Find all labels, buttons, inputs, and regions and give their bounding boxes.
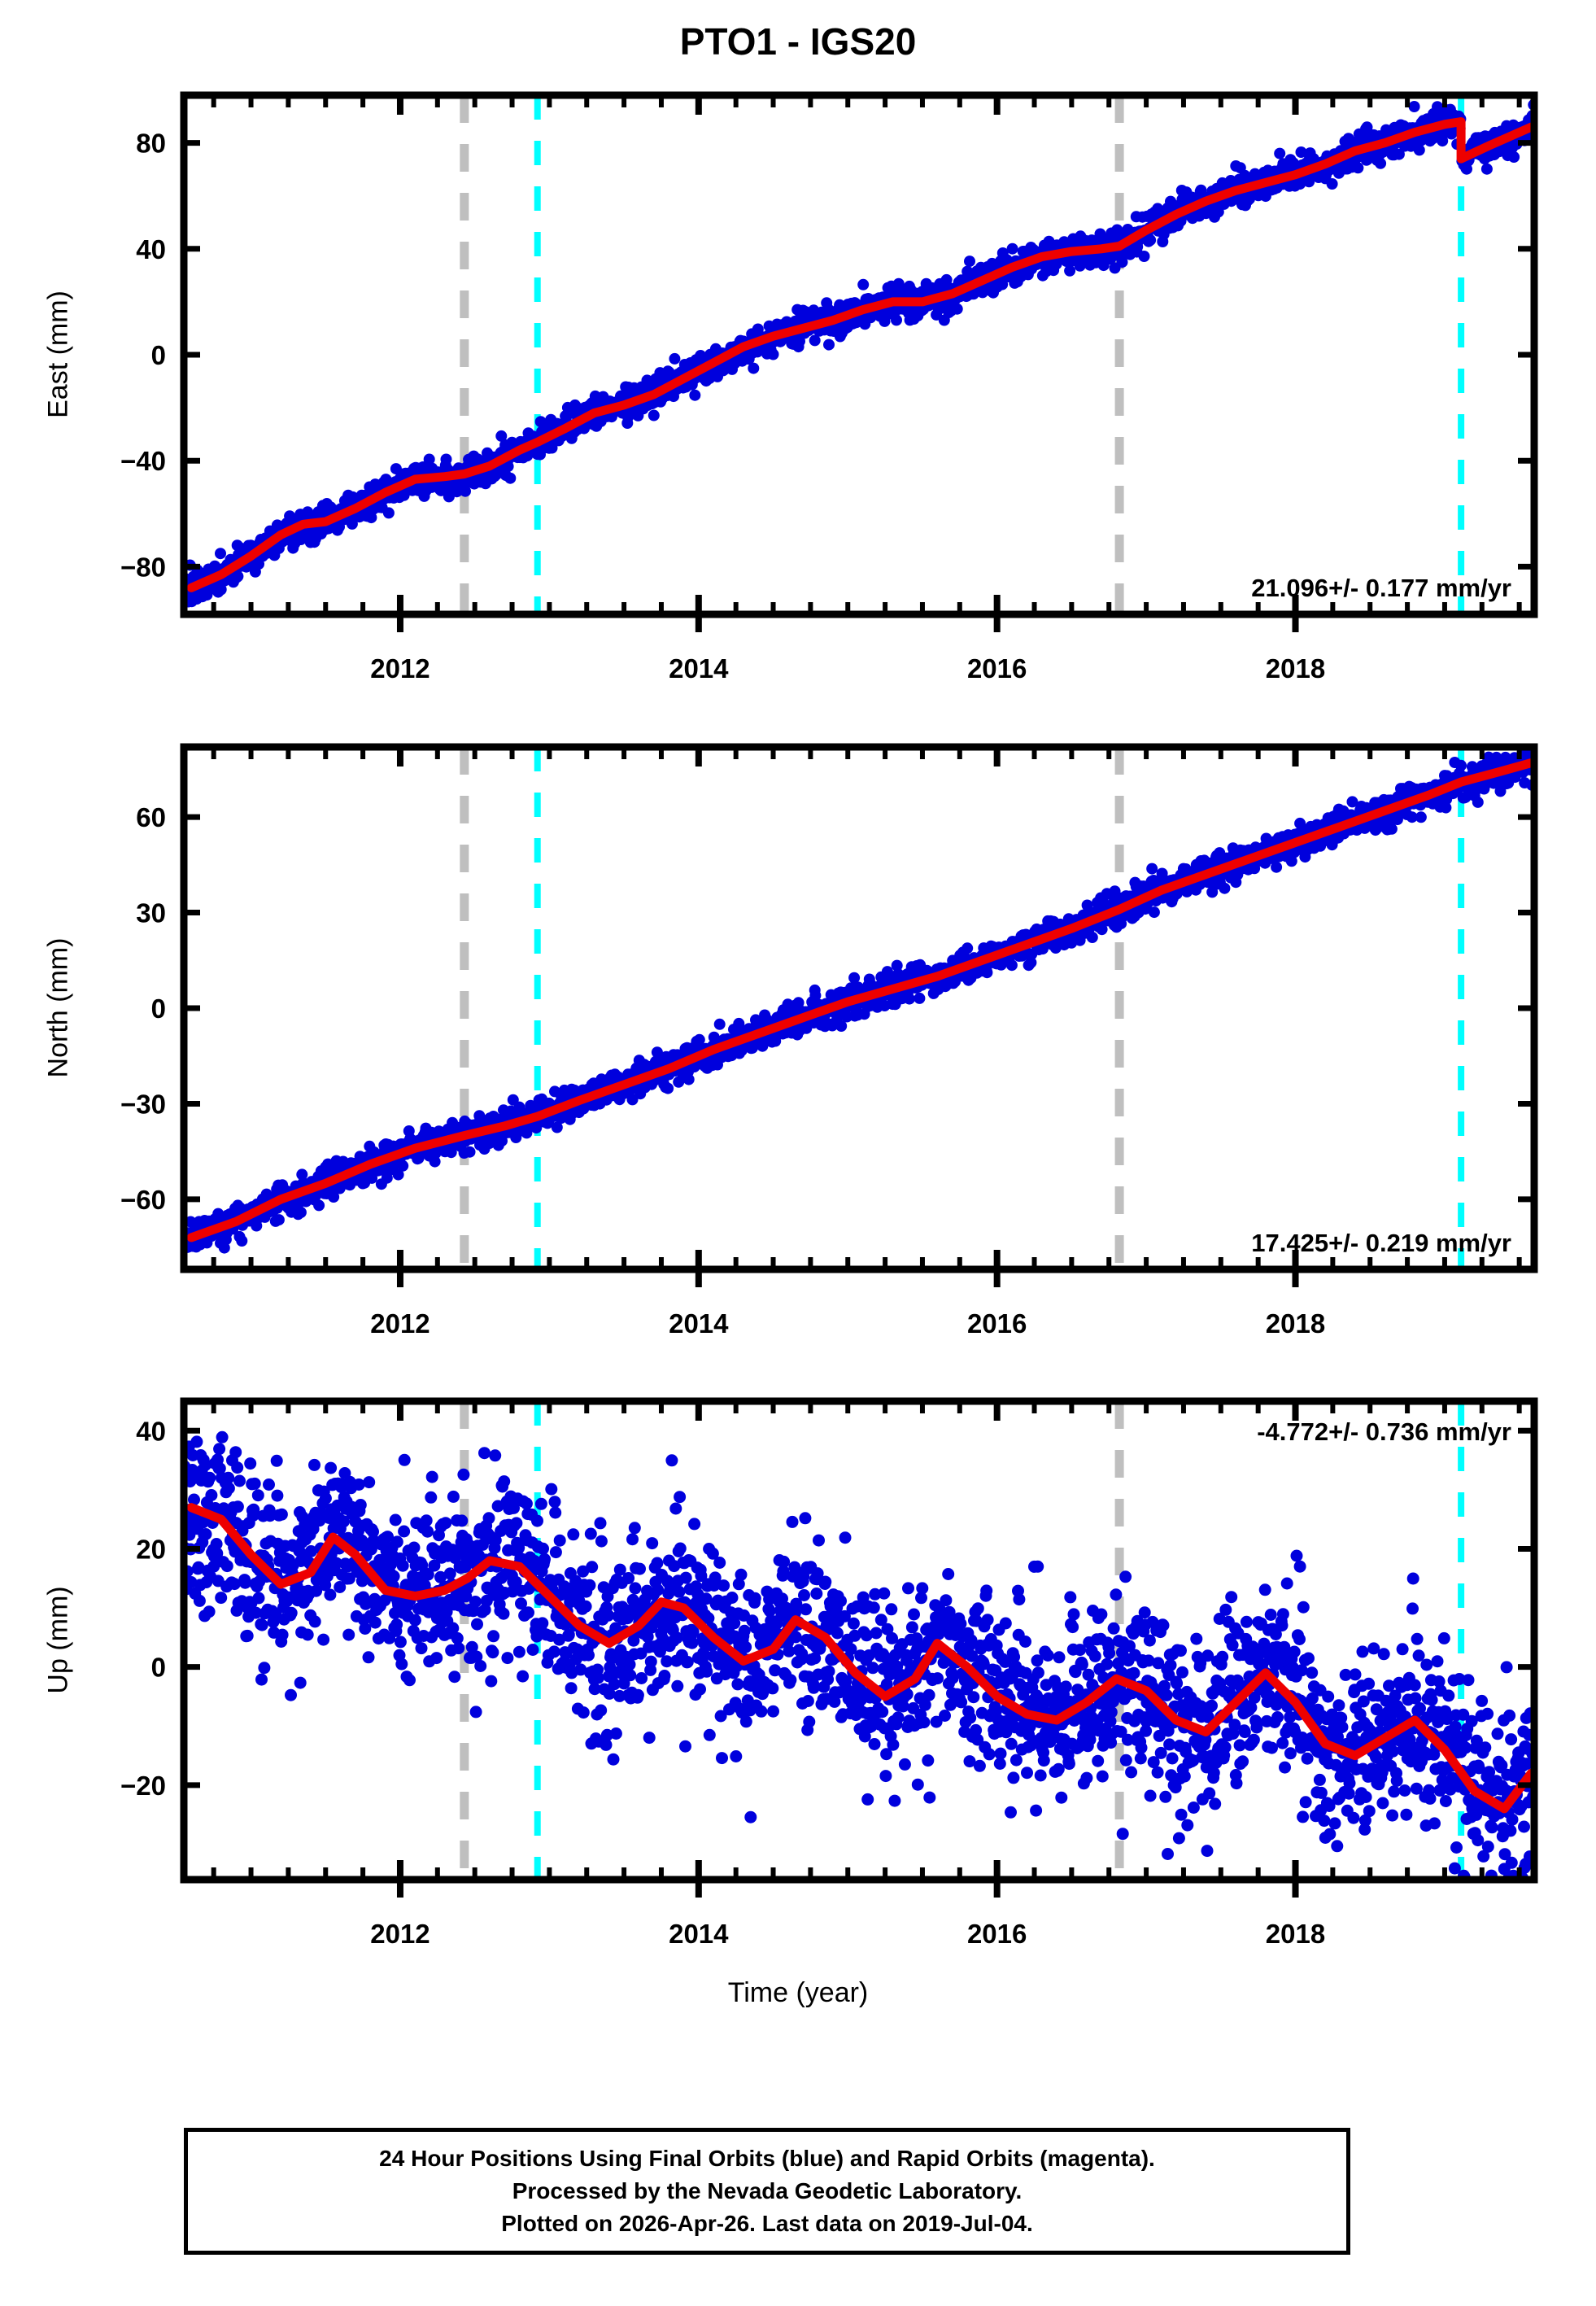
trend-line-north: [186, 758, 1534, 1243]
caption-line-1: 24 Hour Positions Using Final Orbits (bl…: [379, 2146, 1155, 2172]
page-title: PTO1 - IGS20: [679, 20, 917, 63]
trend-line-up: [186, 1503, 1534, 1814]
x-tick-label-north-1: 2014: [669, 1308, 729, 1339]
panel-up: 40 20 0 −20 2012 2014 2016 2018 -4.772+/- 0.736 …: [0, 1383, 1596, 1977]
x-tick-label-up-2: 2016: [967, 1919, 1027, 1949]
y-tick-label-up-3: −20: [120, 1771, 166, 1801]
caption-line-2: Processed by the Nevada Geodetic Laborat…: [512, 2178, 1023, 2204]
y-tick-label-up-0: 40: [136, 1416, 166, 1446]
y-tick-label-north-0: 60: [136, 802, 166, 832]
y-tick-label-east-0: 80: [136, 129, 166, 159]
y-tick-label-north-1: 30: [136, 898, 166, 928]
y-axis-label-east: East (mm): [42, 290, 74, 418]
x-tick-label-east-3: 2018: [1266, 653, 1325, 684]
plot-area-north: 60 30 0 −30 −60 2012 2014 2016 2018 17.425+/- 0.2…: [120, 743, 1538, 1339]
y-axis-label-north: North (mm): [42, 937, 74, 1078]
x-tick-label-east-1: 2014: [669, 653, 729, 684]
y-axis-label-up: Up (mm): [42, 1586, 74, 1694]
y-tick-label-up-2: 0: [151, 1653, 166, 1683]
y-tick-label-up-1: 20: [136, 1534, 166, 1564]
caption-line-3: Plotted on 2026-Apr-26. Last data on 201…: [501, 2210, 1033, 2236]
x-tick-label-north-2: 2016: [967, 1308, 1027, 1339]
x-tick-label-north-3: 2018: [1266, 1308, 1325, 1339]
plot-area-up: 40 20 0 −20 2012 2014 2016 2018 -4.772+/- 0.736 …: [120, 1397, 1538, 1949]
plot-area-east: 80 40 0 −40 −80 2012 2014 2016 2018 21.096+/- 0.1…: [120, 91, 1538, 684]
y-tick-label-east-3: −40: [120, 446, 166, 476]
rate-annotation-north: 17.425+/- 0.219 mm/yr: [1251, 1229, 1511, 1257]
y-tick-label-north-3: −30: [120, 1089, 166, 1119]
y-tick-label-north-4: −60: [120, 1185, 166, 1215]
x-tick-label-north-0: 2012: [370, 1308, 430, 1339]
y-tick-label-east-4: −80: [120, 552, 166, 582]
rate-annotation-east: 21.096+/- 0.177 mm/yr: [1251, 574, 1511, 602]
x-tick-label-up-1: 2014: [669, 1919, 729, 1949]
y-tick-label-east-1: 40: [136, 234, 166, 264]
y-tick-label-east-2: 0: [151, 340, 166, 370]
x-tick-label-east-2: 2016: [967, 653, 1027, 684]
plot-frame-up: [180, 1397, 1538, 1884]
x-axis-label: Time (year): [727, 1977, 869, 2008]
x-tick-label-up-0: 2012: [370, 1919, 430, 1949]
trend-line-east: [186, 117, 1534, 592]
x-tick-label-up-3: 2018: [1266, 1919, 1325, 1949]
y-tick-label-north-2: 0: [151, 994, 166, 1024]
figure-caption: 24 Hour Positions Using Final Orbits (bl…: [184, 2128, 1350, 2255]
rate-annotation-up: -4.772+/- 0.736 mm/yr: [1257, 1417, 1511, 1446]
x-tick-label-east-0: 2012: [370, 653, 430, 684]
panel-north: 60 30 0 −30 −60 2012 2014 2016 2018 17.425+/- 0.2…: [0, 732, 1596, 1351]
panel-east: 80 40 0 −40 −80 2012 2014 2016 2018 21.096+/- 0.1…: [0, 73, 1596, 692]
